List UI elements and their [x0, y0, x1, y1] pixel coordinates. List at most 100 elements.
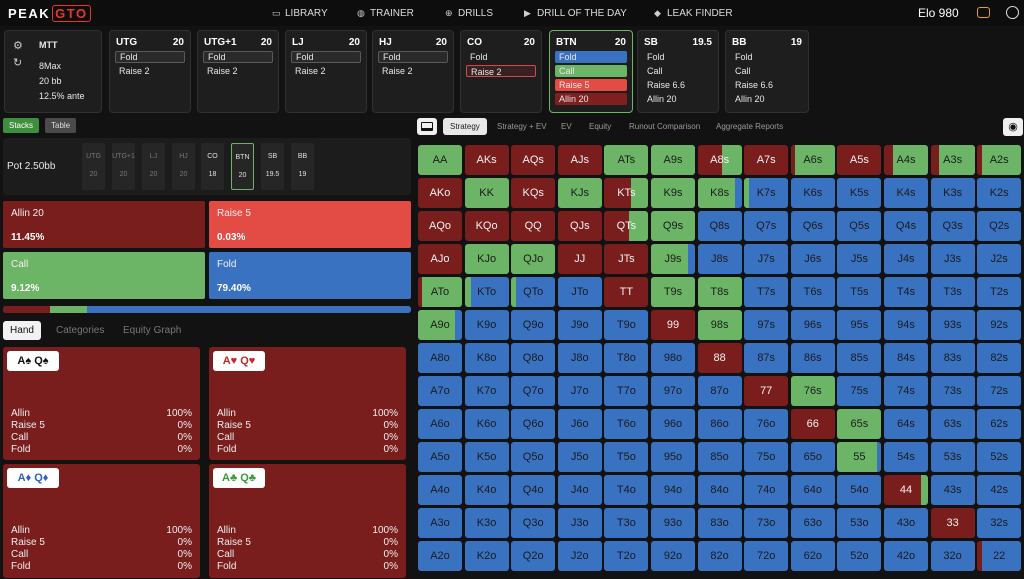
position-card-sb[interactable]: SB 19.5 Fold Call Raise 6.6 Allin 20 [637, 30, 719, 113]
hand-cell-k8o[interactable]: K8o [464, 343, 509, 373]
gear-icon[interactable]: ⚙ [13, 40, 23, 52]
hand-cell-85s[interactable]: 85s [837, 343, 882, 373]
hand-cell-q7o[interactable]: Q7o [511, 376, 556, 406]
hand-cell-96o[interactable]: 96o [651, 409, 695, 439]
chat-icon[interactable] [977, 7, 990, 18]
hand-cell-a8s[interactable]: A8s [697, 145, 742, 175]
hand-cell-64s[interactable]: 64s [884, 409, 928, 439]
hand-cell-95s[interactable]: 95s [837, 310, 882, 340]
hand-cell-a4o[interactable]: A4o [418, 475, 462, 505]
hand-cell-66[interactable]: 66 [790, 409, 835, 439]
hand-cell-j6o[interactable]: J6o [557, 409, 602, 439]
hand-cell-32o[interactable]: 32o [930, 541, 975, 571]
hand-cell-62o[interactable]: 62o [790, 541, 835, 571]
hand-cell-53o[interactable]: 53o [837, 508, 882, 538]
hand-cell-93s[interactable]: 93s [930, 310, 975, 340]
action-option[interactable]: Allin 20 [555, 93, 627, 105]
tab-categories[interactable]: Categories [56, 325, 105, 336]
hand-cell-kto[interactable]: KTo [464, 277, 509, 307]
action-option[interactable]: Raise 2 [295, 66, 326, 76]
hand-cell-t7s[interactable]: T7s [744, 277, 789, 307]
hand-cell-a2o[interactable]: A2o [418, 541, 462, 571]
hand-cell-jj[interactable]: JJ [557, 244, 602, 274]
hand-cell-q2s[interactable]: Q2s [977, 211, 1022, 241]
hand-cell-a5o[interactable]: A5o [418, 442, 462, 472]
hand-cell-kjo[interactable]: KJo [464, 244, 509, 274]
hand-cell-qts[interactable]: QTs [604, 211, 649, 241]
hand-cell-86o[interactable]: 86o [697, 409, 742, 439]
action-raise[interactable]: Raise 5 0.03% [209, 201, 411, 248]
hand-cell-q5s[interactable]: Q5s [837, 211, 882, 241]
action-option[interactable]: Fold [647, 52, 665, 62]
hand-cell-j3o[interactable]: J3o [557, 508, 602, 538]
hand-cell-k2s[interactable]: K2s [977, 178, 1022, 208]
hand-cell-98s[interactable]: 98s [697, 310, 742, 340]
hand-cell-62s[interactable]: 62s [977, 409, 1022, 439]
hand-cell-a3o[interactable]: A3o [418, 508, 462, 538]
seat-btn[interactable]: BTN 20 [231, 143, 254, 190]
hand-cell-jto[interactable]: JTo [557, 277, 602, 307]
position-card-co[interactable]: CO 20 Fold Raise 2 [460, 30, 542, 113]
hand-cell-52o[interactable]: 52o [837, 541, 882, 571]
hand-cell-j2o[interactable]: J2o [557, 541, 602, 571]
action-option[interactable]: Raise 2 [207, 66, 238, 76]
hand-cell-74o[interactable]: 74o [744, 475, 789, 505]
hand-cell-76o[interactable]: 76o [744, 409, 789, 439]
hand-cell-j5s[interactable]: J5s [837, 244, 882, 274]
hand-cell-ako[interactable]: AKo [418, 178, 462, 208]
hand-cell-j3s[interactable]: J3s [930, 244, 975, 274]
hand-cell-43o[interactable]: 43o [884, 508, 928, 538]
hand-cell-jts[interactable]: JTs [604, 244, 649, 274]
hand-cell-64o[interactable]: 64o [790, 475, 835, 505]
action-option[interactable]: Call [647, 66, 663, 76]
hand-cell-t6s[interactable]: T6s [790, 277, 835, 307]
action-option[interactable]: Allin 20 [735, 94, 765, 104]
hand-cell-t9o[interactable]: T9o [604, 310, 649, 340]
action-option[interactable]: Raise 5 [555, 79, 627, 91]
seat-utgplus1[interactable]: UTG+1 20 [112, 143, 135, 190]
hand-cell-42s[interactable]: 42s [977, 475, 1022, 505]
hand-cell-95o[interactable]: 95o [651, 442, 695, 472]
tab-ev[interactable]: EV [561, 122, 572, 131]
hand-cell-t5s[interactable]: T5s [837, 277, 882, 307]
tab-strategy-ev[interactable]: Strategy + EV [497, 122, 547, 131]
action-option[interactable]: Fold [735, 52, 753, 62]
hand-cell-k7s[interactable]: K7s [744, 178, 789, 208]
hand-cell-kqs[interactable]: KQs [511, 178, 556, 208]
tab-hand[interactable]: Hand [3, 321, 41, 340]
hand-cell-t9s[interactable]: T9s [651, 277, 695, 307]
hand-cell-k4s[interactable]: K4s [884, 178, 928, 208]
hand-cell-qjs[interactable]: QJs [557, 211, 602, 241]
hand-cell-92s[interactable]: 92s [977, 310, 1022, 340]
action-fold[interactable]: Fold 79.40% [209, 252, 411, 299]
position-card-utgplus1[interactable]: UTG+1 20 Fold Raise 2 [197, 30, 279, 113]
hand-cell-53s[interactable]: 53s [930, 442, 975, 472]
hand-cell-94s[interactable]: 94s [884, 310, 928, 340]
gamepad-icon[interactable]: ◉ [1003, 118, 1023, 136]
hand-cell-52s[interactable]: 52s [977, 442, 1022, 472]
hand-cell-97o[interactable]: 97o [651, 376, 695, 406]
nav-library[interactable]: ▭ LIBRARY [272, 8, 328, 19]
hand-cell-a9s[interactable]: A9s [651, 145, 695, 175]
hand-cell-t5o[interactable]: T5o [604, 442, 649, 472]
hand-cell-k5o[interactable]: K5o [464, 442, 509, 472]
nav-leak-finder[interactable]: ◆ LEAK FINDER [654, 8, 733, 19]
hand-cell-j8o[interactable]: J8o [557, 343, 602, 373]
hand-cell-83s[interactable]: 83s [930, 343, 975, 373]
hand-cell-54s[interactable]: 54s [884, 442, 928, 472]
hand-cell-87s[interactable]: 87s [744, 343, 789, 373]
hand-cell-74s[interactable]: 74s [884, 376, 928, 406]
hand-cell-tt[interactable]: TT [604, 277, 649, 307]
hand-cell-k6s[interactable]: K6s [790, 178, 835, 208]
hand-cell-kjs[interactable]: KJs [557, 178, 602, 208]
hand-cell-kts[interactable]: KTs [604, 178, 649, 208]
action-option[interactable]: Fold [115, 51, 185, 63]
hand-cell-t7o[interactable]: T7o [604, 376, 649, 406]
hand-cell-t3s[interactable]: T3s [930, 277, 975, 307]
action-option[interactable]: Raise 6.6 [647, 80, 686, 90]
hand-cell-63o[interactable]: 63o [790, 508, 835, 538]
hand-cell-99[interactable]: 99 [651, 310, 695, 340]
hand-cell-83o[interactable]: 83o [697, 508, 742, 538]
hand-cell-qq[interactable]: QQ [511, 211, 556, 241]
hand-cell-t4o[interactable]: T4o [604, 475, 649, 505]
